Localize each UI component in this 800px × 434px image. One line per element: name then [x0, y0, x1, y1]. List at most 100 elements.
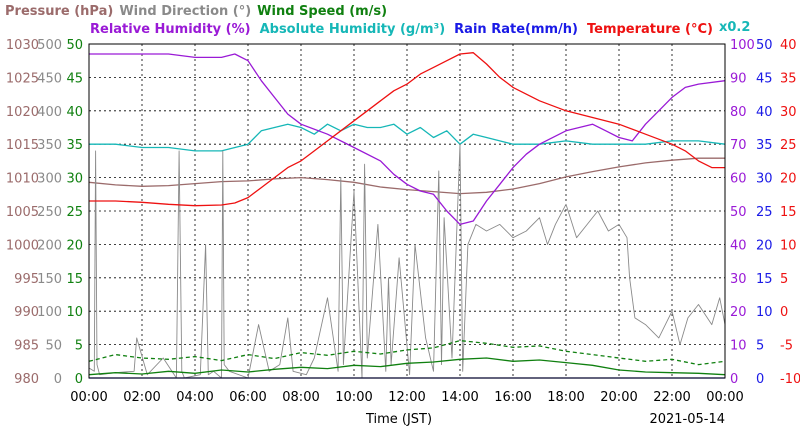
date-label: 2021-05-14 [649, 412, 725, 427]
wind-speed-tick-label: 5 [75, 339, 83, 354]
wind-direction-tick-label: 400 [37, 105, 62, 120]
rain-rate-tick-label: 50 [756, 38, 773, 53]
relative-humidity-tick-label: 40 [730, 238, 747, 253]
legend-absolute-humidity: Absolute Humidity (g/m³) [260, 22, 446, 37]
x-tick-label: 00:00 [706, 390, 743, 405]
x-tick-label: 14:00 [441, 390, 478, 405]
legend-bottom-row: Relative Humidity (%) Absolute Humidity (… [90, 22, 713, 37]
x-tick-label: 06:00 [229, 390, 266, 405]
series-wind-speed-gust [88, 339, 726, 366]
wind-speed-tick-label: 45 [66, 71, 83, 86]
temperature-tick-label: -5 [780, 339, 793, 354]
rain-rate-tick-label: 0 [756, 372, 764, 387]
x-axis: 00:00 02:00 04:00 06:00 08:00 10:00 12:00 14:00… [70, 390, 743, 405]
x-tick-label: 08:00 [282, 390, 319, 405]
rain-rate-tick-label: 35 [756, 138, 773, 153]
pressure-tick-label: 1000 [6, 238, 39, 253]
relative-humidity-tick-label: 60 [730, 172, 747, 187]
temperature-tick-label: 20 [780, 172, 797, 187]
plot-frame [88, 43, 726, 379]
legend-temperature: Temperature (°C) [587, 22, 713, 37]
rain-rate-tick-label: 25 [756, 205, 773, 220]
relative-humidity-tick-label: 10 [730, 339, 747, 354]
wind-speed-tick-label: 35 [66, 138, 83, 153]
pressure-tick-label: 1020 [6, 105, 39, 120]
right-axes: 0102030405060708090100051015202530354045… [730, 38, 800, 387]
relative-humidity-tick-label: 20 [730, 305, 747, 320]
wind-direction-tick-label: 150 [37, 272, 62, 287]
wind-speed-tick-label: 40 [66, 105, 83, 120]
temperature-tick-label: 35 [780, 71, 797, 86]
x-axis-label: Time (JST) [365, 412, 432, 427]
series-relative-humidity [89, 53, 726, 226]
legend-wind-speed: Wind Speed (m/s) [257, 4, 387, 19]
legend-relative-humidity: Relative Humidity (%) [90, 22, 251, 37]
x-tick-label: 12:00 [388, 390, 425, 405]
wind-direction-tick-label: 200 [37, 238, 62, 253]
relative-humidity-tick-label: 0 [730, 372, 738, 387]
wind-speed-tick-label: 15 [66, 272, 83, 287]
temperature-tick-label: -10 [780, 372, 800, 387]
pressure-tick-label: 980 [14, 372, 39, 387]
x-tick-label: 16:00 [494, 390, 531, 405]
relative-humidity-tick-label: 70 [730, 138, 747, 153]
rain-rate-tick-label: 40 [756, 105, 773, 120]
temperature-tick-label: 40 [780, 38, 797, 53]
wind-speed-tick-label: 20 [66, 238, 83, 253]
pressure-tick-label: 1015 [6, 138, 39, 153]
wind-speed-tick-label: 0 [75, 372, 83, 387]
left-axes: 9809859909951000100510101015102010251030… [6, 38, 83, 387]
temperature-tick-label: 15 [780, 205, 797, 220]
rain-rate-tick-label: 30 [756, 172, 773, 187]
x-tick-label: 04:00 [176, 390, 213, 405]
wind-speed-tick-label: 10 [66, 305, 83, 320]
wind-speed-tick-label: 30 [66, 172, 83, 187]
x-tick-label: 00:00 [70, 390, 107, 405]
legend-pressure: Pressure (hPa) [5, 4, 113, 19]
pressure-tick-label: 1025 [6, 71, 39, 86]
relative-humidity-tick-label: 50 [730, 205, 747, 220]
series-absolute-humidity [89, 123, 726, 152]
wind-direction-tick-label: 500 [37, 38, 62, 53]
scale-note: x0.2 [719, 20, 750, 35]
pressure-tick-label: 995 [14, 272, 39, 287]
wind-speed-tick-label: 25 [66, 205, 83, 220]
pressure-tick-label: 1030 [6, 38, 39, 53]
relative-humidity-tick-label: 30 [730, 272, 747, 287]
temperature-tick-label: 10 [780, 238, 797, 253]
pressure-tick-label: 985 [14, 339, 39, 354]
wind-direction-tick-label: 250 [37, 205, 62, 220]
relative-humidity-tick-label: 80 [730, 105, 747, 120]
wind-direction-tick-label: 300 [37, 172, 62, 187]
series-wind-speed [88, 357, 726, 376]
x-tick-label: 22:00 [653, 390, 690, 405]
temperature-tick-label: 25 [780, 138, 797, 153]
wind-direction-tick-label: 350 [37, 138, 62, 153]
x-tick-label: 18:00 [547, 390, 584, 405]
temperature-tick-label: 30 [780, 105, 797, 120]
wind-direction-tick-label: 100 [37, 305, 62, 320]
rain-rate-tick-label: 20 [756, 238, 773, 253]
relative-humidity-tick-label: 90 [730, 71, 747, 86]
rain-rate-tick-label: 5 [756, 339, 764, 354]
rain-rate-tick-label: 15 [756, 272, 773, 287]
pressure-tick-label: 990 [14, 305, 39, 320]
plot-grid [89, 44, 725, 378]
x-tick-label: 02:00 [123, 390, 160, 405]
x-tick-label: 10:00 [335, 390, 372, 405]
pressure-tick-label: 1005 [6, 205, 39, 220]
rain-rate-tick-label: 10 [756, 305, 773, 320]
temperature-tick-label: 5 [780, 272, 788, 287]
rain-rate-tick-label: 45 [756, 71, 773, 86]
legend-top-row: Pressure (hPa) Wind Direction (°) Wind Spe… [5, 4, 387, 19]
temperature-tick-label: 0 [780, 305, 788, 320]
wind-direction-tick-label: 50 [45, 339, 62, 354]
series-temperature [89, 52, 725, 207]
relative-humidity-tick-label: 100 [730, 38, 755, 53]
legend-wind-direction: Wind Direction (°) [119, 4, 251, 19]
wind-direction-tick-label: 450 [37, 71, 62, 86]
legend-rain-rate: Rain Rate(mm/h) [454, 22, 578, 37]
x-tick-label: 20:00 [600, 390, 637, 405]
